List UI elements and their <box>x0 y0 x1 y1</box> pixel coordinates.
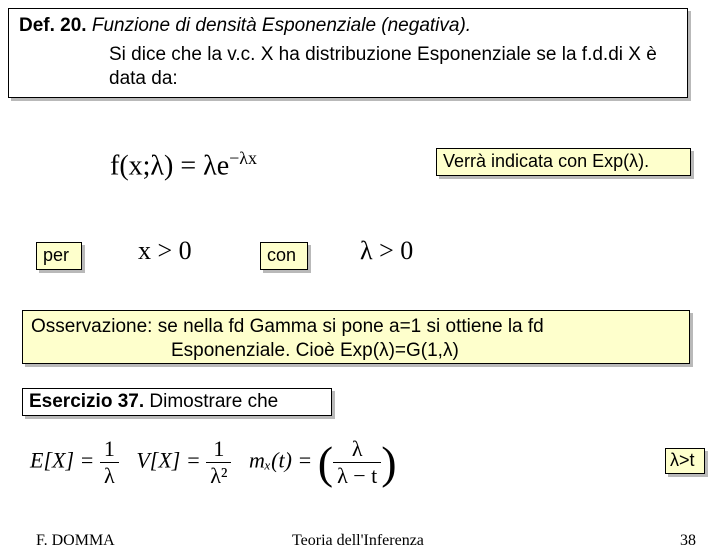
mgf: mₓ(t) = (λλ − t) <box>249 436 397 489</box>
def-number: Def. 20. <box>19 15 87 36</box>
observation-line1: Osservazione: se nella fd Gamma si pone … <box>31 316 544 337</box>
definition-box: Def. 20. Funzione di densità Esponenzial… <box>8 8 688 98</box>
per-box: per <box>36 242 82 270</box>
observation-line2: Esponenziale. Cioè Exp(λ)=G(1,λ) <box>171 339 681 363</box>
def-name: Funzione di densità Esponenziale (negati… <box>92 15 471 36</box>
expectation: E[X] = 1λ <box>30 436 119 489</box>
variance: V[X] = 1λ² <box>136 436 231 489</box>
lambda-condition-box: λ>t <box>665 448 705 474</box>
formula-exp: −λx <box>229 148 257 168</box>
definition-title: Def. 20. Funzione di densità Esponenzial… <box>19 15 677 37</box>
definition-body: Si dice che la v.c. X ha distribuzione E… <box>109 43 677 91</box>
x-condition: x > 0 <box>138 236 192 266</box>
con-box: con <box>260 242 308 270</box>
footer-page: 38 <box>680 532 696 550</box>
footer-title: Teoria dell'Inferenza <box>292 532 424 550</box>
lambda-gt-t: λ>t <box>670 450 695 470</box>
observation-box: Osservazione: se nella fd Gamma si pone … <box>22 310 690 364</box>
footer-author: F. DOMMA <box>36 532 115 550</box>
exercise-text: Dimostrare che <box>144 391 278 412</box>
formula-main: f(x;λ) = λe <box>110 150 229 181</box>
moments-formula: E[X] = 1λ V[X] = 1λ² mₓ(t) = (λλ − t) <box>30 436 409 489</box>
lambda-condition: λ > 0 <box>360 236 413 266</box>
exercise-number: Esercizio 37. <box>29 391 144 412</box>
notation-text: Verrà indicata con Exp(λ). <box>443 151 649 171</box>
per-label: per <box>43 245 69 265</box>
density-formula: f(x;λ) = λe−λx <box>110 148 257 182</box>
notation-box: Verrà indicata con Exp(λ). <box>436 148 691 176</box>
con-label: con <box>267 245 296 265</box>
exercise-box: Esercizio 37. Dimostrare che <box>22 388 332 416</box>
